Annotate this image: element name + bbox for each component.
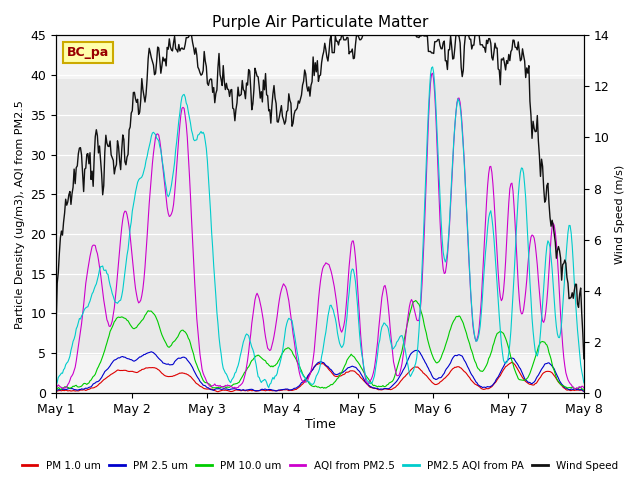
Bar [56,36,584,79]
Y-axis label: Wind Speed (m/s): Wind Speed (m/s) [615,165,625,264]
X-axis label: Time: Time [305,419,335,432]
Text: BC_pa: BC_pa [67,46,109,59]
Title: Purple Air Particulate Matter: Purple Air Particulate Matter [212,15,428,30]
Legend: PM 1.0 um, PM 2.5 um, PM 10.0 um, AQI from PM2.5, PM2.5 AQI from PA, Wind Speed: PM 1.0 um, PM 2.5 um, PM 10.0 um, AQI fr… [17,456,623,475]
Y-axis label: Particle Density (ug/m3), AQI from PM2.5: Particle Density (ug/m3), AQI from PM2.5 [15,100,25,328]
Bar [56,79,584,393]
Bar [56,355,584,393]
